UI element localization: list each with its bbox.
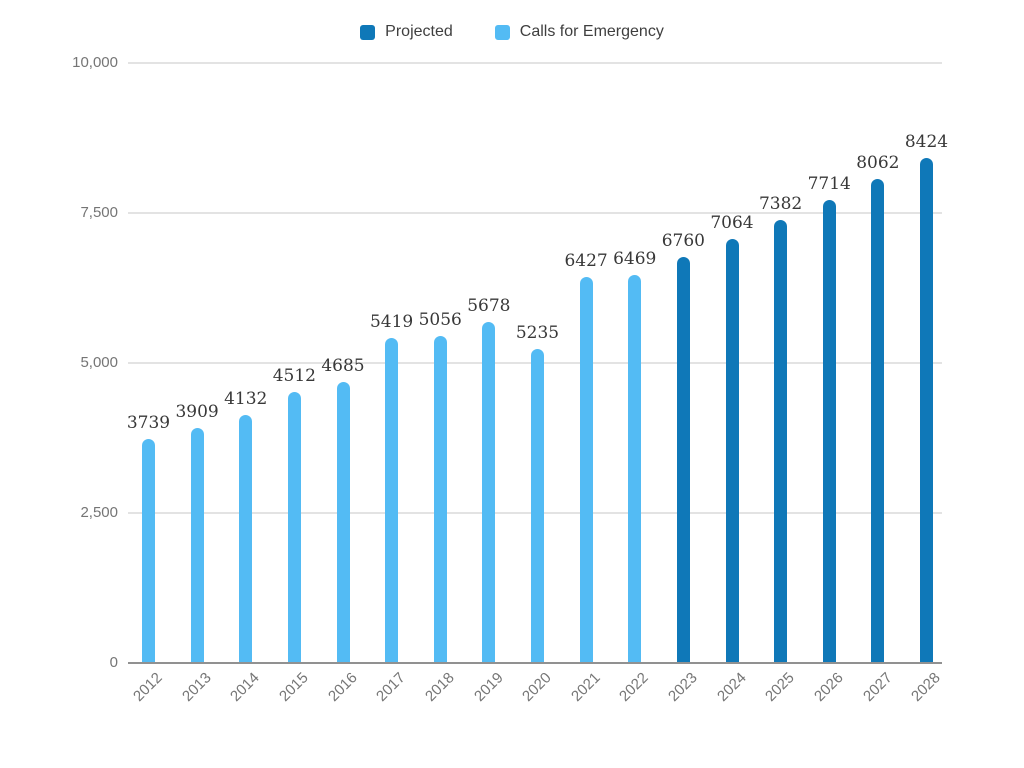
x-axis-label-2023: 2023 <box>665 669 701 705</box>
legend-swatch-projected-icon <box>360 24 376 40</box>
x-axis-label-2018: 2018 <box>421 669 458 705</box>
x-axis-label-2015: 2015 <box>276 669 312 705</box>
bar-2015[interactable] <box>287 392 301 663</box>
x-axis-label-2027: 2027 <box>859 669 896 705</box>
x-axis-label-2024: 2024 <box>713 669 750 705</box>
gridline-10,000 <box>128 62 942 64</box>
bar-2026[interactable] <box>822 200 836 663</box>
y-axis-label-0: 0 <box>109 654 118 671</box>
bar-2016[interactable] <box>336 382 350 663</box>
bar-2022[interactable] <box>628 275 642 663</box>
y-axis-label-5,000: 5,000 <box>80 354 118 371</box>
bar-value-label-2021: 6427 <box>564 251 608 271</box>
bar-value-label-2013: 3909 <box>175 402 219 422</box>
bar-value-label-2019: 5678 <box>467 296 511 316</box>
bar-value-label-2025: 7382 <box>758 194 803 214</box>
x-axis-label-2021: 2021 <box>567 669 604 705</box>
bar-2027[interactable] <box>871 179 885 663</box>
bar-2024[interactable] <box>725 239 739 663</box>
bar-2019[interactable] <box>482 322 496 663</box>
bar-2025[interactable] <box>774 220 788 663</box>
bar-value-label-2014: 4132 <box>224 389 268 409</box>
x-axis-label-2014: 2014 <box>227 669 264 705</box>
legend-swatch-calls-for-emergency-icon <box>494 24 510 40</box>
x-axis-label-2019: 2019 <box>470 669 507 705</box>
bar-2023[interactable] <box>676 257 690 663</box>
legend-item-projected[interactable]: Projected <box>360 24 453 40</box>
bar-2021[interactable] <box>579 277 593 663</box>
x-axis-label-2017: 2017 <box>373 669 409 705</box>
x-axis-label-2012: 2012 <box>130 669 166 705</box>
x-axis-label-2016: 2016 <box>324 669 361 705</box>
bar-2012[interactable] <box>142 439 155 663</box>
bar-2014[interactable] <box>239 415 253 663</box>
bar-value-label-2017: 5419 <box>369 312 414 332</box>
y-axis-label-2,500: 2,500 <box>80 504 118 521</box>
x-axis-label-2025: 2025 <box>762 669 798 705</box>
y-axis-label-10,000: 10,000 <box>72 54 118 71</box>
bar-value-label-2026: 7714 <box>807 174 851 194</box>
bar-value-label-2027: 8062 <box>856 153 900 173</box>
bar-value-label-2015: 4512 <box>272 366 316 386</box>
x-axis-label-2028: 2028 <box>908 669 944 705</box>
gridline-7,500 <box>128 212 942 214</box>
bar-value-label-2024: 7064 <box>710 213 754 233</box>
x-axis-label-2022: 2022 <box>616 669 653 705</box>
bar-2028[interactable] <box>920 158 933 663</box>
legend-item-calls-for-emergency[interactable]: Calls for Emergency <box>494 23 664 40</box>
bar-value-label-2020: 5235 <box>515 323 560 343</box>
y-axis-label-7,500: 7,500 <box>80 204 118 221</box>
x-axis-line <box>128 662 942 664</box>
x-axis-label-2013: 2013 <box>178 669 215 705</box>
bar-value-label-2023: 6760 <box>661 231 705 251</box>
bar-value-label-2018: 5056 <box>418 310 462 330</box>
bar-value-label-2028: 8424 <box>904 132 949 152</box>
x-axis-label-2026: 2026 <box>810 669 847 705</box>
legend: Projected Calls for Emergency <box>0 24 1024 40</box>
bar-value-label-2016: 4685 <box>321 356 365 376</box>
x-axis-label-2020: 2020 <box>519 669 555 705</box>
legend-label-calls-for-emergency: Calls for Emergency <box>519 23 664 40</box>
bar-value-label-2022: 6469 <box>613 249 657 269</box>
bar-2017[interactable] <box>385 338 399 663</box>
bar-2020[interactable] <box>531 349 544 663</box>
bar-2018[interactable] <box>433 336 447 663</box>
bar-value-label-2012: 3739 <box>126 413 171 433</box>
legend-label-projected: Projected <box>385 23 453 40</box>
bar-2013[interactable] <box>190 428 204 663</box>
